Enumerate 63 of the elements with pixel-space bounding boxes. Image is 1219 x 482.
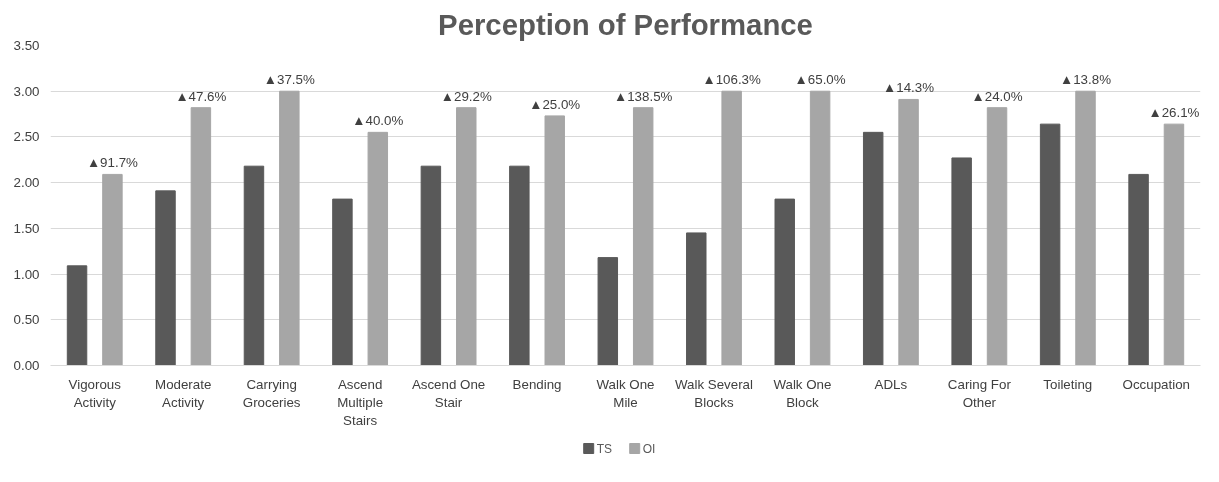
bar bbox=[102, 173, 123, 366]
bar bbox=[774, 198, 795, 366]
x-tick-label: Moderate Activity bbox=[155, 376, 212, 410]
annotation: ▲13.8% bbox=[1060, 72, 1112, 88]
annotation: ▲25.0% bbox=[529, 96, 581, 112]
x-tick-label: Toileting bbox=[1043, 376, 1093, 392]
x-tick-label: Vigorous Activity bbox=[68, 376, 122, 410]
bar bbox=[509, 165, 530, 366]
annotation: ▲37.5% bbox=[263, 72, 315, 88]
annotation: ▲40.0% bbox=[352, 113, 404, 129]
x-tick-label: Occupation bbox=[1122, 376, 1190, 392]
annotation: ▲138.5% bbox=[613, 88, 673, 104]
bar bbox=[1163, 123, 1185, 366]
annotation: ▲29.2% bbox=[440, 88, 492, 104]
legend-label: TS bbox=[596, 441, 613, 456]
x-tick-label: Walk Several Blocks bbox=[674, 376, 754, 410]
bar bbox=[332, 198, 353, 366]
bar bbox=[1128, 173, 1149, 366]
y-tick-label: 1.50 bbox=[13, 220, 40, 236]
bar bbox=[862, 131, 884, 366]
y-tick-label: 0.00 bbox=[13, 358, 40, 373]
y-tick-label: 3.00 bbox=[13, 83, 40, 99]
bar bbox=[243, 165, 265, 366]
x-tick-label: Walk One Mile bbox=[596, 376, 655, 410]
bar bbox=[544, 115, 565, 366]
x-tick-label: Bending bbox=[512, 376, 562, 392]
annotation: ▲65.0% bbox=[794, 72, 846, 88]
bar bbox=[986, 107, 1008, 366]
bar bbox=[279, 90, 300, 366]
y-tick-label: 1.00 bbox=[13, 266, 40, 282]
bar bbox=[1075, 90, 1096, 366]
bar bbox=[686, 232, 707, 366]
x-tick-label: Carrying Groceries bbox=[242, 376, 301, 410]
bar bbox=[1039, 123, 1061, 366]
y-tick-label: 2.50 bbox=[13, 129, 40, 145]
bar bbox=[420, 165, 442, 366]
bar bbox=[632, 107, 654, 366]
bar bbox=[809, 90, 831, 366]
legend-label: OI bbox=[642, 441, 656, 456]
bar bbox=[951, 157, 972, 366]
x-tick-label: Ascend One Stair bbox=[411, 376, 486, 410]
annotation: ▲24.0% bbox=[971, 88, 1023, 104]
bar bbox=[721, 90, 742, 366]
annotation: ▲47.6% bbox=[175, 88, 227, 104]
y-tick-label: 3.50 bbox=[13, 38, 40, 53]
y-tick-label: 0.50 bbox=[13, 312, 40, 328]
bar bbox=[367, 131, 389, 366]
annotation: ▲106.3% bbox=[702, 72, 761, 88]
chart-title: Perception of Performance bbox=[438, 7, 813, 41]
annotation: ▲26.1% bbox=[1148, 105, 1200, 121]
x-tick-label: Ascend Multiple Stairs bbox=[337, 376, 384, 428]
bar bbox=[456, 107, 477, 366]
bar bbox=[898, 98, 919, 366]
bar bbox=[66, 265, 88, 366]
y-tick-label: 2.00 bbox=[13, 175, 40, 191]
x-tick-label: Caring For Other bbox=[947, 376, 1012, 410]
bar bbox=[155, 190, 176, 366]
annotation: ▲14.3% bbox=[883, 80, 935, 96]
bar bbox=[190, 107, 212, 366]
annotation: ▲91.7% bbox=[86, 155, 139, 171]
x-tick-label: Walk One Block bbox=[773, 376, 832, 410]
bar bbox=[597, 257, 619, 366]
x-tick-label: ADLs bbox=[874, 376, 908, 392]
